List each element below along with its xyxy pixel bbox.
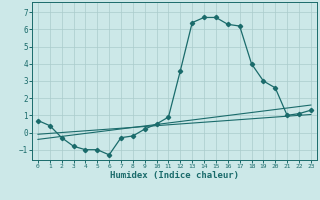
X-axis label: Humidex (Indice chaleur): Humidex (Indice chaleur) (110, 171, 239, 180)
